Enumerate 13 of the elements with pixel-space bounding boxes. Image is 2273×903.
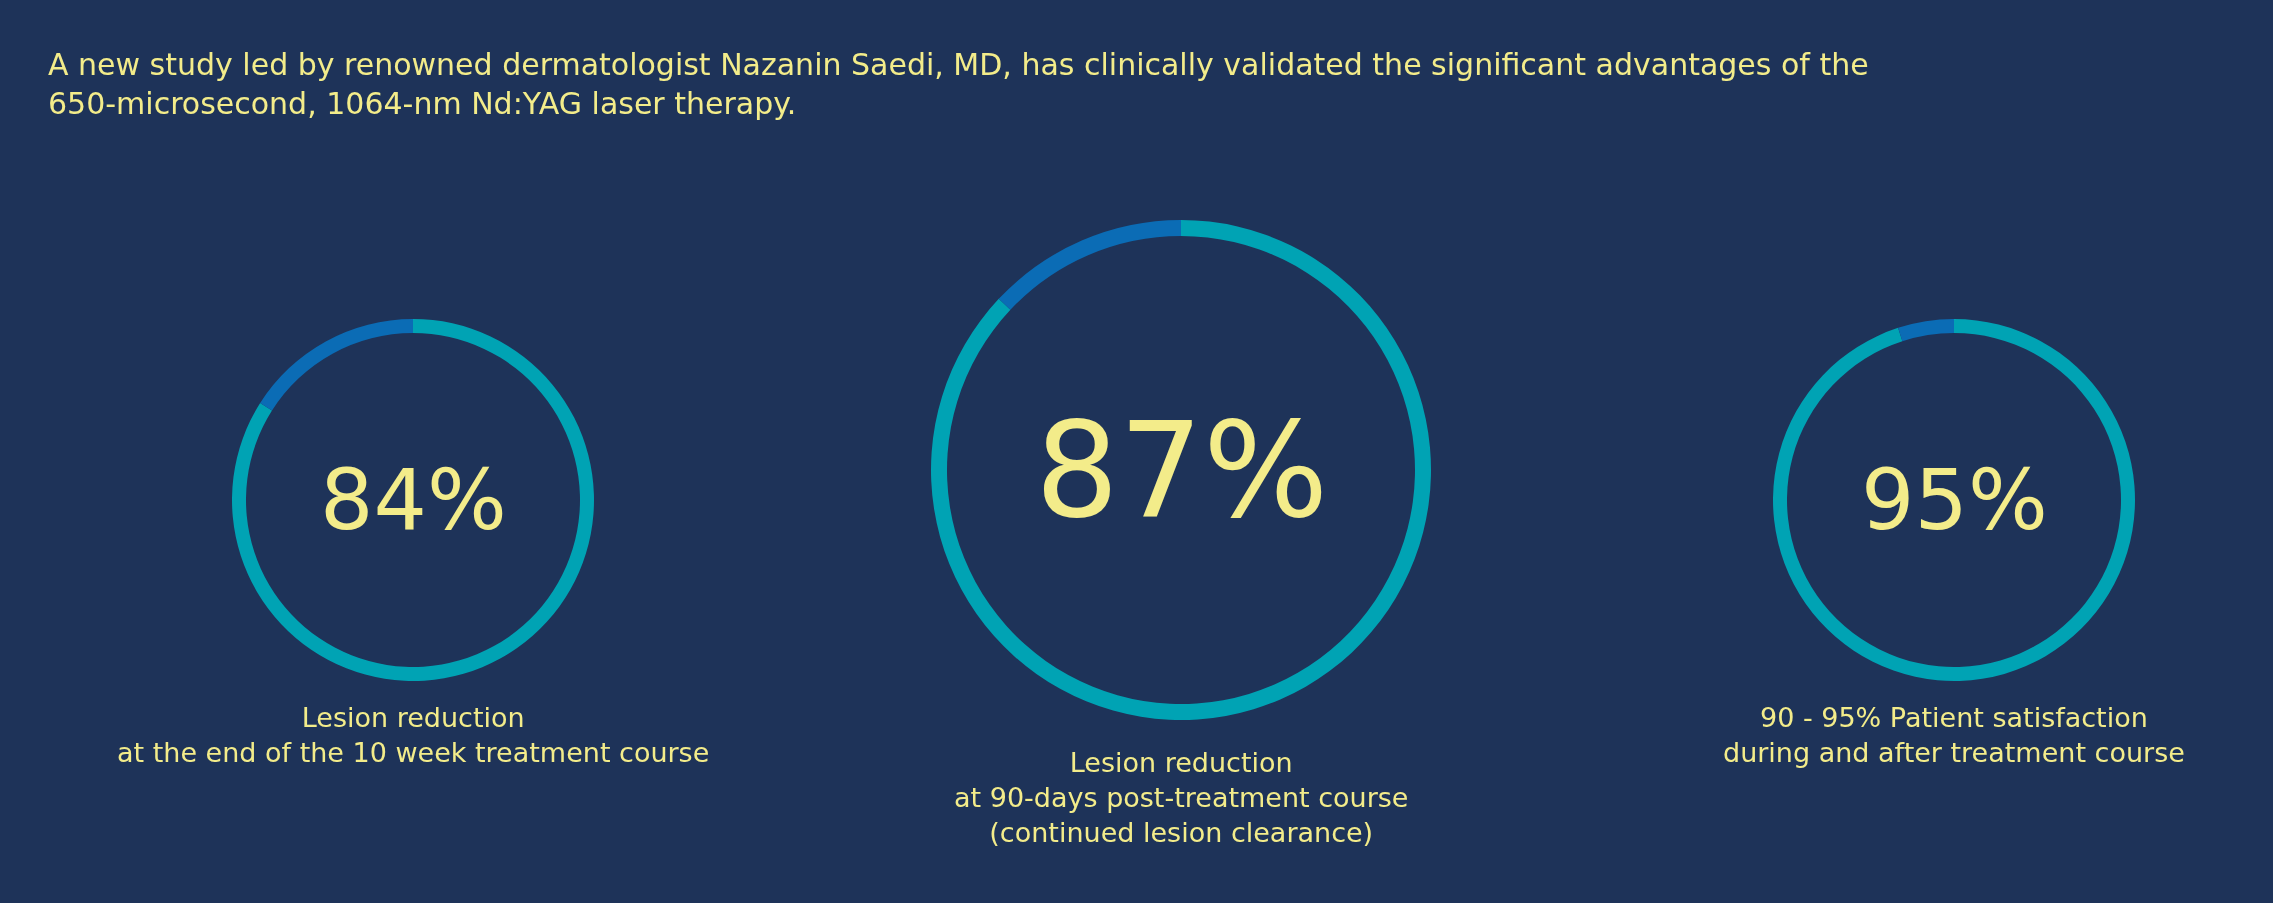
donut-slice bbox=[998, 220, 1181, 310]
donut-slice bbox=[260, 319, 413, 411]
donut-slice bbox=[1773, 319, 2135, 681]
donut-slice bbox=[232, 319, 594, 681]
donut-slice bbox=[1898, 319, 1954, 342]
text: A new study led by renowned dermatologist Nazanin Saedi, MD, has clinically validated the significant advantages of the 650-microsecond, 1064-nm Nd:YAG laser therapy. bbox=[48, 47, 1869, 121]
donut-slice bbox=[931, 220, 1431, 720]
text: Lesion reduction at the end of the 10 week treatment course bbox=[117, 702, 710, 769]
text: 90 - 95% Patient satisfaction during and after treatment course bbox=[1723, 702, 2185, 769]
text: 84% bbox=[320, 451, 507, 549]
text: 87% bbox=[1035, 393, 1329, 547]
text: Lesion reduction at 90-days post-treatment course (continued lesion clearance) bbox=[954, 747, 1409, 849]
text: 95% bbox=[1861, 451, 2048, 549]
